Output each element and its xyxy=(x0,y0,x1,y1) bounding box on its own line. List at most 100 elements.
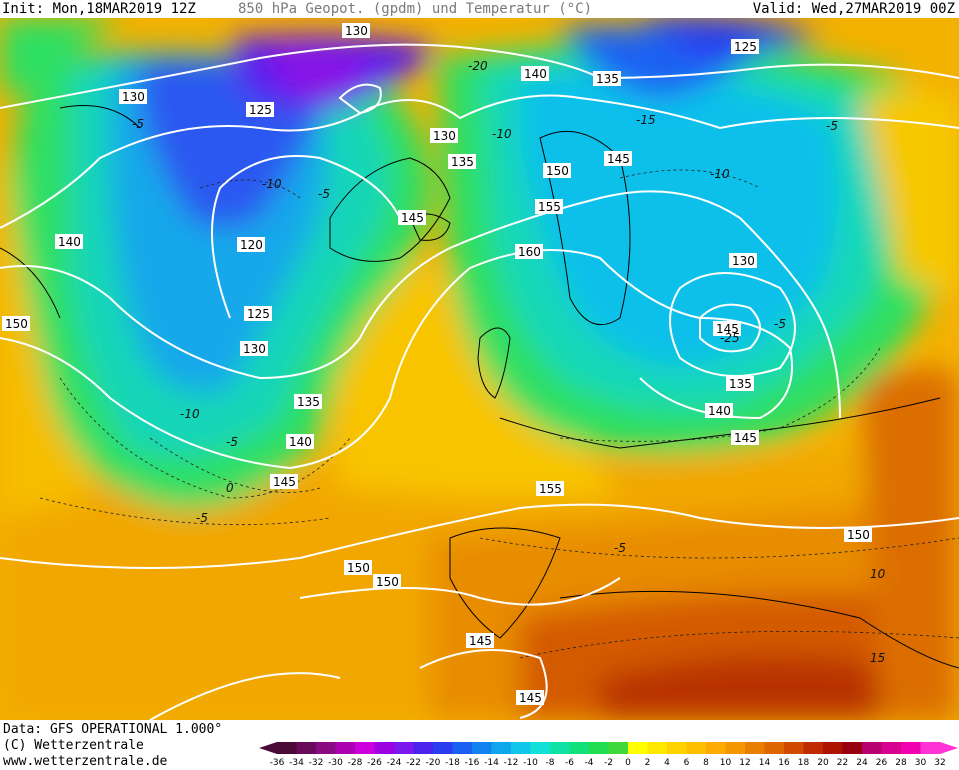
svg-text:155: 155 xyxy=(538,200,561,214)
svg-text:140: 140 xyxy=(708,404,731,418)
svg-text:125: 125 xyxy=(249,103,272,117)
copyright: (C) Wetterzentrale xyxy=(3,738,144,753)
colorbar-tick-label: 0 xyxy=(625,758,631,768)
height-label: 145 xyxy=(270,474,298,489)
colorbar-swatch xyxy=(511,742,531,754)
temperature-label: -5 xyxy=(318,187,330,201)
temperature-label: 0 xyxy=(226,481,234,495)
colorbar-tick-label: -4 xyxy=(585,758,594,768)
colorbar-swatch xyxy=(745,742,765,754)
height-label: 125 xyxy=(246,102,274,117)
colorbar-tick-label: 18 xyxy=(798,758,810,768)
svg-text:140: 140 xyxy=(289,435,312,449)
temperature-label: -20 xyxy=(468,59,488,73)
scandinavia-coast xyxy=(539,130,631,326)
svg-text:145: 145 xyxy=(716,322,739,336)
colorbar-swatch xyxy=(433,742,453,754)
colorbar-swatch xyxy=(881,742,902,754)
height-label: 130 xyxy=(729,253,757,268)
height-label: 140 xyxy=(521,66,549,81)
svg-text:120: 120 xyxy=(240,238,263,252)
colorbar-tick-label: 16 xyxy=(778,758,790,768)
colorbar-swatch xyxy=(530,742,551,754)
map-header: Init: Mon,18MAR2019 12Z 850 hPa Geopot. … xyxy=(0,0,959,18)
height-labels: 130 135 140 125 130 130 135 150 145 125 … xyxy=(2,23,872,705)
temperature-label: -15 xyxy=(636,113,656,127)
colorbar-swatch xyxy=(628,742,648,754)
north-africa-coast xyxy=(559,590,959,669)
colorbar-tick-label: 2 xyxy=(645,758,651,768)
colorbar-tick-label: 14 xyxy=(759,758,771,768)
colorbar-tick-label: -26 xyxy=(367,758,382,768)
temperature-label: -10 xyxy=(180,407,200,421)
svg-text:135: 135 xyxy=(596,72,619,86)
colorbar-tick-label: -2 xyxy=(604,758,613,768)
colorbar-tick-label: -34 xyxy=(289,758,304,768)
colorbar-tick-label: -10 xyxy=(523,758,538,768)
svg-text:145: 145 xyxy=(519,691,542,705)
colorbar-swatch xyxy=(667,742,687,754)
height-label: 130 xyxy=(342,23,370,38)
svg-text:130: 130 xyxy=(345,24,368,38)
north-coast-europe xyxy=(499,397,941,449)
colorbar-tick-label: -20 xyxy=(426,758,441,768)
height-label: 120 xyxy=(237,237,265,252)
iberia-coast xyxy=(449,527,561,639)
colorbar-tick-label: 6 xyxy=(684,758,690,768)
colorbar-tick-label: 30 xyxy=(915,758,927,768)
temperature-colorbar: -36 -34 -32 -30 -28 -26 -24 -22 -20 -18 -16 -14 -12-… xyxy=(259,742,958,768)
colorbar-swatch xyxy=(452,742,473,754)
temperature-label: -10 xyxy=(710,167,730,181)
colorbar-tick-label: -6 xyxy=(565,758,574,768)
svg-text:125: 125 xyxy=(247,307,270,321)
colorbar-swatch xyxy=(764,742,785,754)
colorbar-swatch xyxy=(706,742,726,754)
temperature-label: -5 xyxy=(614,541,626,555)
colorbar-swatch xyxy=(296,742,317,754)
height-label: 150 xyxy=(344,560,372,575)
colorbar-max-arrow xyxy=(940,742,958,754)
temperature-label: 10 xyxy=(870,567,886,581)
colorbar-swatch xyxy=(803,742,824,754)
height-label: 145 xyxy=(466,633,494,648)
svg-text:145: 145 xyxy=(401,211,424,225)
colorbar-tick-label: -30 xyxy=(328,758,343,768)
colorbar-tick-label: -14 xyxy=(484,758,499,768)
height-label: 135 xyxy=(448,154,476,169)
temperature-label: -5 xyxy=(826,119,838,133)
height-label: 150 xyxy=(543,163,571,178)
height-label: 145 xyxy=(713,321,741,336)
init-time: Init: Mon,18MAR2019 12Z xyxy=(2,1,196,17)
height-label: 150 xyxy=(2,316,30,331)
colorbar-swatch xyxy=(374,742,395,754)
svg-text:140: 140 xyxy=(58,235,81,249)
colorbar-swatch xyxy=(472,742,492,754)
colorbar-tick-label: 28 xyxy=(895,758,907,768)
height-label: 125 xyxy=(731,39,759,54)
colorbar-tick-label: -22 xyxy=(406,758,421,768)
data-source: Data: GFS OPERATIONAL 1.000° xyxy=(3,722,223,737)
temperature-label: -10 xyxy=(262,177,282,191)
colorbar-swatch xyxy=(862,742,882,754)
temperature-labels: -20 -15 -10 -10 -10 -5 -5 -5 -5 -10 -5 0… xyxy=(132,59,886,665)
colorbar-tick-label: 8 xyxy=(703,758,709,768)
temperature-label: -10 xyxy=(492,127,512,141)
colorbar-tick-label: -28 xyxy=(348,758,363,768)
colorbar-tick-label: -24 xyxy=(387,758,402,768)
svg-text:130: 130 xyxy=(122,90,145,104)
height-label: 125 xyxy=(244,306,272,321)
temperature-label: -5 xyxy=(132,117,144,131)
colorbar-swatch xyxy=(316,742,336,754)
colorbar-tick-label: -18 xyxy=(445,758,460,768)
svg-text:150: 150 xyxy=(546,164,569,178)
svg-text:145: 145 xyxy=(469,634,492,648)
colorbar-min-arrow xyxy=(259,742,277,754)
map-footer: Data: GFS OPERATIONAL 1.000° (C) Wetterz… xyxy=(0,720,959,770)
colorbar-swatch xyxy=(355,742,375,754)
height-label: 155 xyxy=(536,481,564,496)
colorbar-swatch xyxy=(335,742,356,754)
colorbar-tick-label: 12 xyxy=(739,758,750,768)
colorbar-swatch xyxy=(569,742,590,754)
website-url: www.wetterzentrale.de xyxy=(3,754,168,769)
temperature-label: -5 xyxy=(774,317,786,331)
